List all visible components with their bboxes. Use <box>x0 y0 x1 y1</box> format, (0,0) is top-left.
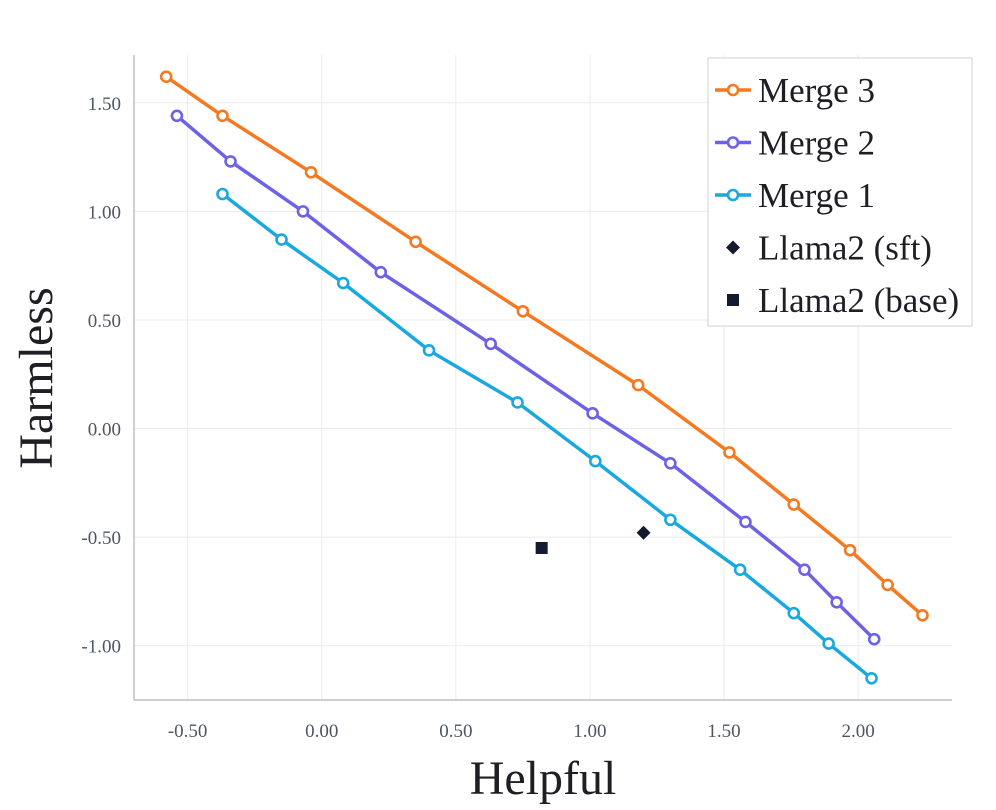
x-tick-label: 1.00 <box>573 721 606 742</box>
tick-labels: -0.50 0.00 0.50 1.00 1.50 2.00 -1.00 -0.50 0.00 0… <box>81 94 874 742</box>
y-tick-label: 1.50 <box>88 94 121 115</box>
legend-label: Llama2 (base) <box>758 281 959 320</box>
x-tick-label: 0.00 <box>305 721 338 742</box>
data-point <box>409 235 422 249</box>
data-point <box>422 344 436 357</box>
data-point <box>822 637 835 650</box>
series-merge-1 <box>216 187 878 685</box>
legend-label: Merge 2 <box>758 124 875 163</box>
legend-label: Merge 1 <box>758 176 875 215</box>
data-point <box>739 515 752 529</box>
data-point <box>216 109 229 123</box>
x-axis-title: Helpful <box>470 752 617 805</box>
legend-marker <box>727 294 739 306</box>
legend-item-llama2-sft: Llama2 (sft) <box>726 229 932 268</box>
series-merge-2 <box>170 109 881 646</box>
data-point <box>535 541 548 554</box>
legend-item-merge-2: Merge 2 <box>715 124 875 163</box>
data-point <box>275 233 288 246</box>
data-point <box>830 595 843 609</box>
data-point <box>664 513 677 527</box>
data-point <box>843 543 857 557</box>
data-point <box>916 609 929 622</box>
data-point <box>588 454 602 468</box>
data-point <box>586 407 599 420</box>
legend: Merge 3 Merge 2 Merge 1 Llama2 (sft) Llama2 … <box>707 57 973 327</box>
x-tick-label: 1.50 <box>707 721 740 742</box>
x-tick-label: 0.50 <box>439 721 472 742</box>
series-merge-3 <box>159 70 929 622</box>
legend-marker <box>726 240 740 255</box>
data-point <box>224 155 237 168</box>
legend-item-merge-1: Merge 1 <box>715 176 875 215</box>
legend-label: Llama2 (sft) <box>758 229 932 268</box>
data-point <box>733 563 747 576</box>
data-point <box>304 165 318 179</box>
y-tick-label: 0.50 <box>88 311 121 332</box>
legend-item-llama2-base: Llama2 (base) <box>727 281 959 320</box>
data-point <box>664 456 677 470</box>
data-point <box>516 304 530 318</box>
axes <box>133 55 952 701</box>
data-point <box>170 109 184 123</box>
legend-label: Merge 3 <box>758 71 875 110</box>
legend-marker <box>726 83 740 97</box>
data-point <box>484 337 498 351</box>
data-point <box>636 525 651 540</box>
data-point <box>511 396 524 409</box>
legend-box <box>707 57 973 327</box>
data-point <box>159 70 173 84</box>
x-tick-label: -0.50 <box>168 721 208 742</box>
y-tick-label: -1.00 <box>81 637 121 658</box>
y-tick-label: -0.50 <box>81 528 121 549</box>
data-point <box>216 187 229 201</box>
data-point <box>296 205 310 218</box>
data-point <box>865 671 878 685</box>
y-tick-label: 0.00 <box>88 420 121 441</box>
data-point <box>798 563 811 576</box>
x-tick-label: 2.00 <box>842 721 875 742</box>
data-point <box>336 276 350 290</box>
data-point <box>374 265 388 279</box>
data-point <box>787 606 801 620</box>
series-llama2-sft <box>636 525 651 540</box>
y-axis-title: Harmless <box>10 287 63 468</box>
legend-marker <box>726 136 740 149</box>
series <box>159 70 929 685</box>
legend-item-merge-3: Merge 3 <box>715 71 875 110</box>
data-point <box>881 578 894 592</box>
legend-marker <box>726 188 740 202</box>
data-point <box>723 446 736 459</box>
series-llama2-base <box>535 541 548 554</box>
y-tick-label: 1.00 <box>88 202 121 223</box>
data-point <box>787 498 801 511</box>
data-point <box>631 378 645 392</box>
data-point <box>867 632 881 646</box>
